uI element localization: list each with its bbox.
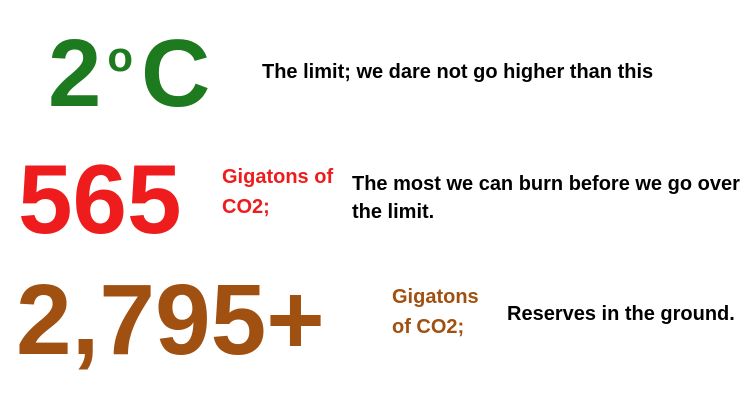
reserves-unit: Gigatons of CO2; bbox=[392, 286, 479, 338]
degree-sign: o bbox=[107, 33, 136, 80]
celsius-letter: C bbox=[141, 20, 213, 127]
burnable-description: The most we can burn before we go over t… bbox=[352, 173, 740, 223]
limit-number: 2 bbox=[48, 20, 104, 127]
limit-value: 2oC bbox=[48, 26, 212, 122]
burnable-unit: Gigatons of CO2; bbox=[222, 166, 334, 218]
limit-description: The limit; we dare not go higher than th… bbox=[262, 61, 654, 83]
reserves-number: 2,795+ bbox=[16, 264, 325, 376]
burnable-number: 565 bbox=[18, 144, 182, 254]
reserves-description: Reserves in the ground. bbox=[507, 303, 735, 325]
